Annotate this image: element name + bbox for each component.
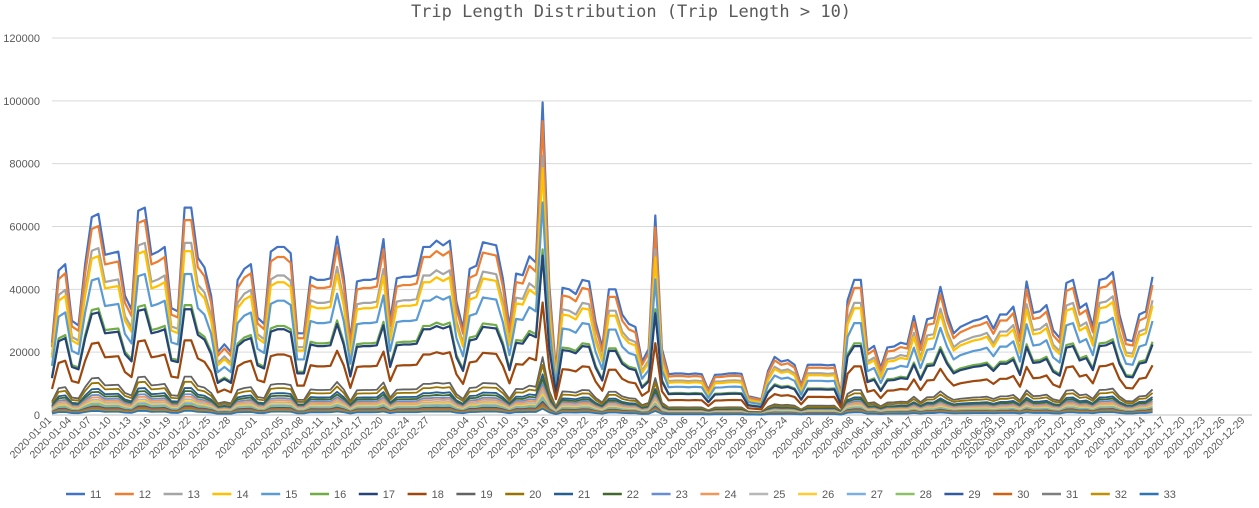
legend-item-32: 32 [1090, 489, 1127, 501]
legend-label: 14 [236, 489, 248, 501]
series-line-14 [50, 166, 1154, 404]
legend-label: 30 [1017, 489, 1029, 501]
legend-item-25: 25 [749, 489, 785, 501]
legend-label: 13 [188, 489, 200, 501]
legend-label: 27 [871, 489, 883, 501]
legend-label: 23 [676, 489, 688, 501]
legend-item-28: 28 [895, 489, 932, 501]
legend-label: 33 [1164, 489, 1176, 501]
legend-item-30: 30 [993, 489, 1029, 501]
series-line-17 [50, 254, 1154, 409]
y-tick-label: 0 [34, 410, 40, 422]
legend-label: 19 [480, 489, 492, 501]
legend-label: 21 [578, 489, 590, 501]
legend-label: 18 [432, 489, 444, 501]
legend-label: 26 [822, 489, 834, 501]
legend-item-23: 23 [651, 489, 688, 501]
legend-label: 31 [1066, 489, 1078, 501]
y-tick-label: 20000 [9, 347, 40, 359]
legend-item-20: 20 [505, 489, 541, 501]
y-axis-ticks: 0 20000 40000 60000 80000 100000 120000 [3, 33, 40, 422]
y-tick-label: 120000 [3, 33, 40, 45]
legend-item-11: 11 [66, 489, 101, 501]
legend-item-26: 26 [798, 489, 834, 501]
legend-item-27: 27 [846, 489, 883, 501]
chart-title: Trip Length Distribution (Trip Length > … [411, 2, 851, 22]
legend-item-14: 14 [212, 489, 249, 501]
legend-item-19: 19 [456, 489, 493, 501]
legend-label: 16 [334, 489, 346, 501]
legend-label: 15 [285, 489, 297, 501]
legend-label: 20 [529, 489, 541, 501]
legend-item-24: 24 [700, 489, 737, 501]
y-tick-label: 80000 [9, 159, 40, 171]
series-line-15 [50, 201, 1154, 406]
series-lines [50, 101, 1154, 416]
legend-label: 29 [968, 489, 980, 501]
legend-label: 32 [1115, 489, 1127, 501]
series-line-19 [51, 356, 1154, 413]
legend-label: 11 [90, 489, 101, 501]
series-line-33 [51, 407, 1153, 416]
legend-item-12: 12 [114, 489, 151, 501]
legend-label: 25 [773, 489, 785, 501]
y-tick-label: 100000 [3, 96, 40, 108]
y-tick-label: 40000 [9, 284, 40, 296]
legend-label: 12 [139, 489, 151, 501]
legend-item-18: 18 [407, 489, 444, 501]
legend-item-22: 22 [602, 489, 639, 501]
legend-item-31: 31 [1042, 489, 1078, 501]
legend-item-16: 16 [310, 489, 346, 501]
legend-label: 22 [627, 489, 639, 501]
x-axis-ticks: 2020-01-012020-01-042020-01-072020-01-10… [8, 415, 1248, 462]
legend-item-33: 33 [1139, 489, 1176, 501]
series-line-18 [50, 301, 1154, 411]
legend-label: 28 [920, 489, 932, 501]
legend-item-15: 15 [261, 489, 297, 501]
y-tick-label: 60000 [9, 222, 40, 234]
legend-item-13: 13 [163, 489, 200, 501]
legend-item-29: 29 [944, 489, 981, 501]
legend-item-17: 17 [358, 489, 395, 501]
legend-label: 17 [383, 489, 395, 501]
series-line-20 [51, 364, 1154, 414]
legend: 11 12 13 14 15 16 17 18 19 20 21 22 23 24 25 26 27 28 29 30… [66, 489, 1176, 501]
legend-label: 24 [724, 489, 736, 501]
legend-item-21: 21 [554, 489, 590, 501]
